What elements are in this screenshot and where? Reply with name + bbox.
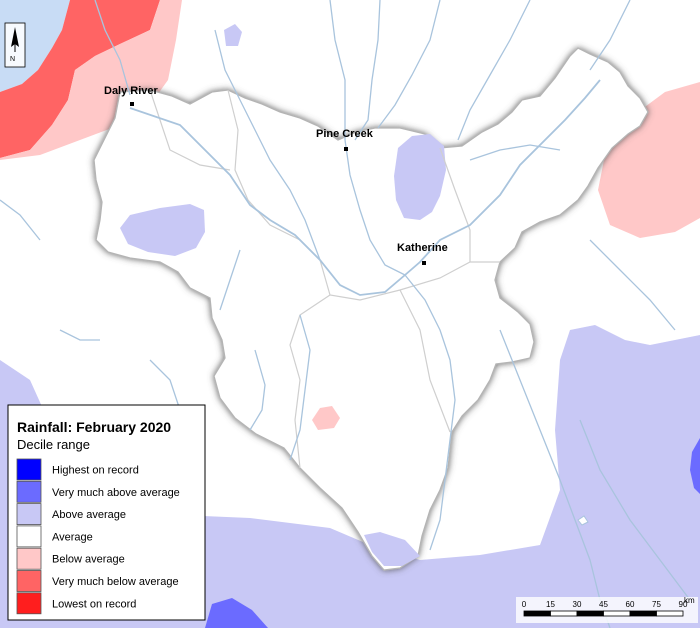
legend-swatch [16, 503, 42, 526]
lake-small [577, 515, 589, 526]
below-average-patch-south [312, 406, 340, 430]
north-arrow-label: N [10, 56, 15, 63]
legend-swatch [16, 570, 42, 592]
legend-item: Very much below average [16, 570, 179, 592]
scale-bar-tick-label: 45 [599, 600, 608, 609]
legend-item-label: Below average [52, 554, 125, 566]
scale-bar-tick-label: 15 [546, 600, 555, 609]
scale-bar-tick-label: 75 [652, 600, 661, 609]
legend-item-label: Above average [52, 509, 126, 521]
legend-swatch [16, 458, 42, 481]
town-label-katherine: Katherine [397, 242, 448, 254]
scale-bar-segment [576, 610, 604, 617]
north-arrow-icon: N [4, 22, 26, 68]
scale-bar-tick-label: 90 [679, 600, 688, 609]
scale-bar-segment [550, 610, 578, 617]
legend-item-label: Lowest on record [52, 598, 136, 610]
legend-subtitle: Decile range [17, 437, 90, 452]
scale-bar-tick-label: 0 [522, 600, 527, 609]
scale-bar-tick-label: 60 [626, 600, 635, 609]
above-average-patch-southern-tip [364, 532, 420, 566]
legend-item: Highest on record [16, 458, 139, 481]
legend-items: Highest on record Very much above average… [16, 458, 180, 615]
below-average-region-east [598, 82, 700, 238]
above-average-patch-west [120, 204, 205, 256]
scale-bar-unit: km [684, 596, 695, 605]
legend-item: Lowest on record [16, 592, 136, 615]
scale-bar-segment [523, 610, 551, 617]
scale-bar-ticks: 0 15 30 45 60 75 90 [522, 600, 688, 609]
town-katherine: Katherine [397, 242, 448, 265]
legend-item-label: Highest on record [52, 465, 139, 477]
legend-item-label: Very much above average [52, 487, 180, 499]
legend-item-label: Average [52, 531, 93, 543]
above-average-patch-central-north [394, 134, 446, 220]
below-average-region-nw [0, 0, 182, 160]
town-label-pine-creek: Pine Creek [316, 128, 374, 140]
legend-swatch [16, 592, 42, 615]
legend-item: Above average [16, 503, 126, 526]
very-much-above-average-region-se [690, 438, 700, 494]
legend-swatch [16, 525, 42, 548]
town-marker [422, 261, 426, 265]
legend-item: Average [16, 525, 93, 548]
legend-title: Rainfall: February 2020 [17, 419, 171, 435]
town-label-daly-river: Daly River [104, 85, 159, 97]
scale-bar: 0 15 30 45 60 75 90 km [516, 596, 698, 623]
scale-bar-segments [523, 610, 684, 617]
legend-swatch [16, 480, 42, 503]
legend: Rainfall: February 2020 Decile range Hig… [7, 404, 206, 621]
legend-item-label: Very much below average [52, 576, 179, 588]
very-much-below-average-region-nw [0, 0, 160, 158]
legend-item: Below average [16, 547, 125, 570]
scale-bar-segment [603, 610, 631, 617]
scale-bar-segment [656, 610, 684, 617]
scale-bar-tick-label: 30 [573, 600, 582, 609]
town-marker [130, 102, 134, 106]
scale-bar-segment [629, 610, 657, 617]
legend-swatch [16, 547, 42, 570]
above-average-patch-north [224, 24, 242, 46]
town-pine-creek: Pine Creek [316, 128, 374, 151]
town-daly-river: Daly River [104, 85, 159, 106]
town-marker [344, 147, 348, 151]
very-much-above-average-region-sw [205, 598, 268, 628]
legend-item: Very much above average [16, 480, 180, 503]
